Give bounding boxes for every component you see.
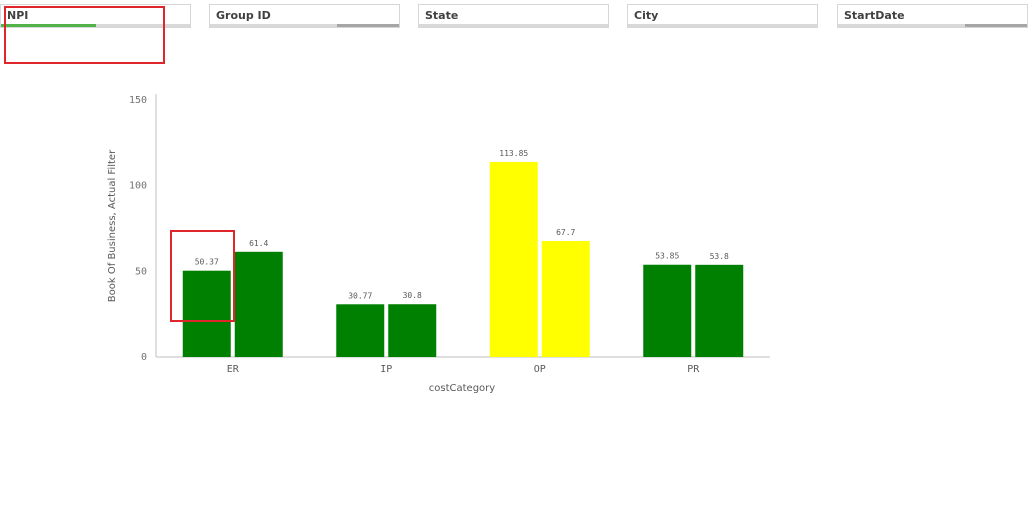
x-axis: ER IP OP PR <box>156 356 770 375</box>
filter-npi[interactable]: NPI <box>0 4 191 28</box>
filter-label: Group ID <box>216 9 271 22</box>
filter-label: State <box>425 9 459 22</box>
bar-value-label: 30.8 <box>403 291 422 300</box>
y-tick-label: 0 <box>141 352 147 363</box>
y-tick-label: 100 <box>129 181 147 192</box>
bar-value-label: 113.85 <box>499 149 528 158</box>
bar-op-2[interactable] <box>541 241 590 357</box>
filter-selection-track <box>419 24 608 27</box>
bar-ip-2[interactable] <box>388 304 437 357</box>
x-tick-label: OP <box>534 364 546 375</box>
bar-op-1[interactable] <box>489 161 538 357</box>
y-axis: 0 50 100 150 <box>129 94 157 363</box>
filter-selection-track <box>628 24 817 27</box>
bar-pr-1[interactable] <box>643 264 692 357</box>
bar-value-label: 67.7 <box>556 228 575 237</box>
filter-label: StartDate <box>844 9 905 22</box>
filter-selection-track <box>838 24 1027 27</box>
x-tick-label: IP <box>380 364 392 375</box>
filter-startdate[interactable]: StartDate <box>837 4 1028 28</box>
bar-value-label: 50.37 <box>195 258 219 267</box>
filter-alternative-fill <box>964 24 1027 27</box>
filter-state[interactable]: State <box>418 4 609 28</box>
bars: 50.37 61.4 30.77 30.8 113.85 67.7 53.85 53.8 <box>182 149 744 357</box>
bar-er-2[interactable] <box>234 251 283 357</box>
filter-alternative-fill <box>336 24 399 27</box>
x-axis-title: costCategory <box>429 383 496 394</box>
bar-value-label: 53.8 <box>710 252 729 261</box>
bar-value-label: 61.4 <box>249 239 268 248</box>
y-tick-label: 50 <box>135 266 147 277</box>
filter-label: City <box>634 9 659 22</box>
filter-group-id[interactable]: Group ID <box>209 4 400 28</box>
filter-selected-fill <box>1 24 96 27</box>
filter-selection-track <box>1 24 190 27</box>
x-tick-label: PR <box>687 364 700 375</box>
y-axis-title: Book Of Business, Actual Filter <box>107 149 118 302</box>
bar-value-label: 30.77 <box>348 291 372 300</box>
filter-label: NPI <box>7 9 29 22</box>
bar-er-1[interactable] <box>182 270 231 357</box>
x-tick-label: ER <box>227 364 240 375</box>
y-tick-label: 150 <box>129 95 147 106</box>
filter-city[interactable]: City <box>627 4 818 28</box>
bar-pr-2[interactable] <box>695 264 744 357</box>
filter-selection-track <box>210 24 399 27</box>
bar-value-label: 53.85 <box>655 252 679 261</box>
bar-ip-1[interactable] <box>336 304 385 357</box>
